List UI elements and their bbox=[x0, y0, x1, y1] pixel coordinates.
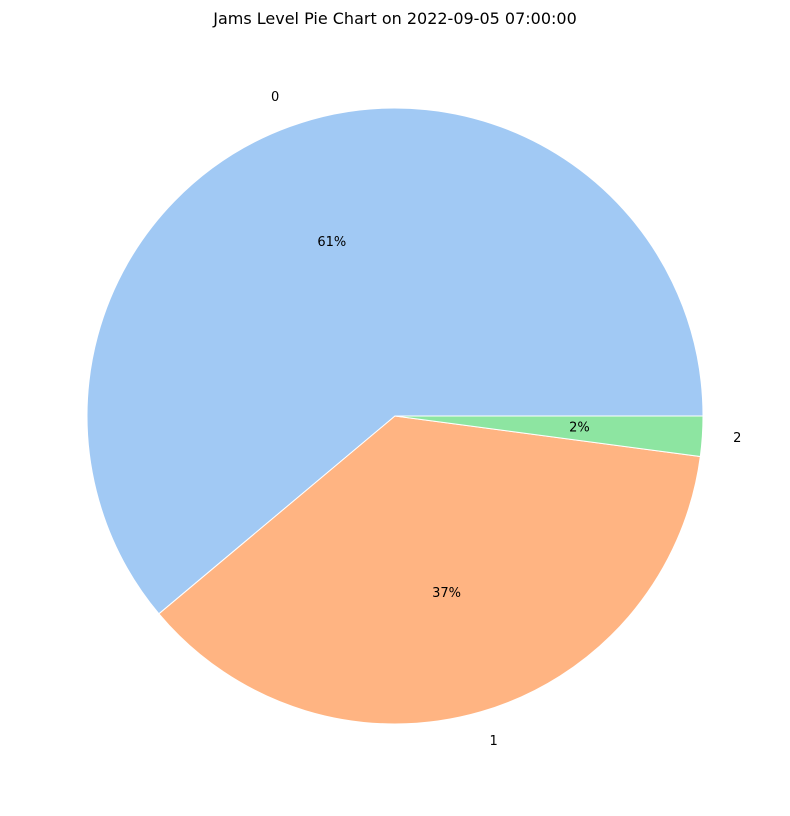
pie-slice-1 bbox=[158, 415, 701, 725]
pie-slice-0 bbox=[86, 107, 704, 615]
slice-label-1: 1 bbox=[490, 734, 498, 749]
slice-label-0: 0 bbox=[271, 90, 279, 105]
slice-percent-1: 37% bbox=[432, 586, 461, 601]
slice-percent-0: 61% bbox=[317, 235, 346, 250]
slice-percent-2: 2% bbox=[569, 421, 590, 436]
pie-slice-2 bbox=[394, 415, 704, 458]
slice-label-2: 2 bbox=[733, 431, 741, 446]
chart-title: Jams Level Pie Chart on 2022-09-05 07:00… bbox=[212, 9, 577, 28]
pie-labels: 0 61% 1 37% 2 2% bbox=[271, 90, 741, 749]
pie-slices bbox=[86, 107, 704, 725]
